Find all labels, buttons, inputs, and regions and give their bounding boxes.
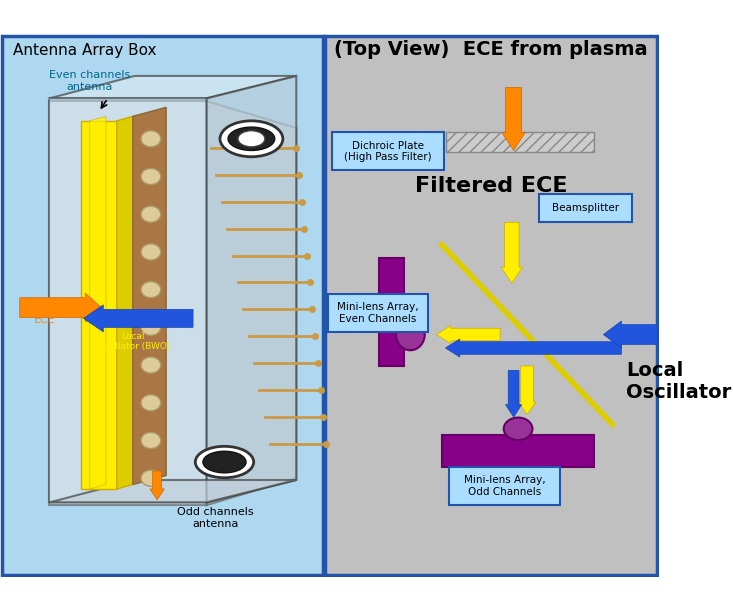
Polygon shape [206,101,297,505]
FancyBboxPatch shape [328,294,429,332]
FancyArrow shape [518,366,536,415]
Polygon shape [49,98,206,502]
Text: Beamsplitter: Beamsplitter [552,203,619,213]
Bar [442,435,595,466]
Ellipse shape [141,319,161,336]
Text: Antenna Array Box: Antenna Array Box [13,43,157,58]
Ellipse shape [141,282,161,298]
Text: (Top View)  ECE from plasma: (Top View) ECE from plasma [335,40,648,59]
FancyBboxPatch shape [449,468,560,505]
Text: Local
Oscillator (BWO): Local Oscillator (BWO) [95,332,170,351]
Ellipse shape [141,131,161,147]
Ellipse shape [141,470,161,486]
FancyArrow shape [603,321,657,348]
Text: Mini-lens Array,
Even Channels: Mini-lens Array, Even Channels [337,302,419,324]
Ellipse shape [141,168,161,185]
Polygon shape [133,108,166,485]
Ellipse shape [203,451,246,473]
Polygon shape [117,116,133,489]
FancyArrow shape [437,325,500,344]
FancyArrow shape [20,293,101,322]
Ellipse shape [396,319,425,350]
Text: ECE: ECE [34,315,56,325]
Text: Local
Oscillator: Local Oscillator [626,362,731,402]
FancyArrow shape [150,471,164,500]
FancyArrow shape [84,305,193,332]
FancyArrow shape [501,223,523,283]
Ellipse shape [141,395,161,411]
FancyBboxPatch shape [539,193,632,223]
FancyArrow shape [506,370,522,417]
Ellipse shape [238,131,265,147]
Ellipse shape [220,121,283,157]
Polygon shape [49,76,297,98]
Polygon shape [49,101,206,505]
Ellipse shape [141,244,161,260]
Polygon shape [206,76,297,502]
Ellipse shape [141,206,161,223]
Text: Even channels
antenna: Even channels antenna [49,71,131,92]
Bar [446,133,595,152]
FancyBboxPatch shape [333,133,443,170]
Text: Dichroic Plate
(High Pass Filter): Dichroic Plate (High Pass Filter) [344,140,432,162]
Text: Filtered ECE: Filtered ECE [415,176,567,196]
Text: Odd channels
antenna: Odd channels antenna [177,507,254,528]
Ellipse shape [504,418,532,440]
Bar [325,36,657,575]
Ellipse shape [141,432,161,449]
Bar [379,258,404,366]
Ellipse shape [228,127,275,150]
Polygon shape [81,121,117,489]
Polygon shape [90,116,106,489]
FancyArrow shape [446,339,622,357]
Text: Mini-lens Array,
Odd Channels: Mini-lens Array, Odd Channels [464,475,545,497]
Polygon shape [49,480,297,502]
FancyArrow shape [502,88,526,150]
Ellipse shape [195,446,254,478]
Ellipse shape [141,357,161,373]
Bar [1,36,323,575]
